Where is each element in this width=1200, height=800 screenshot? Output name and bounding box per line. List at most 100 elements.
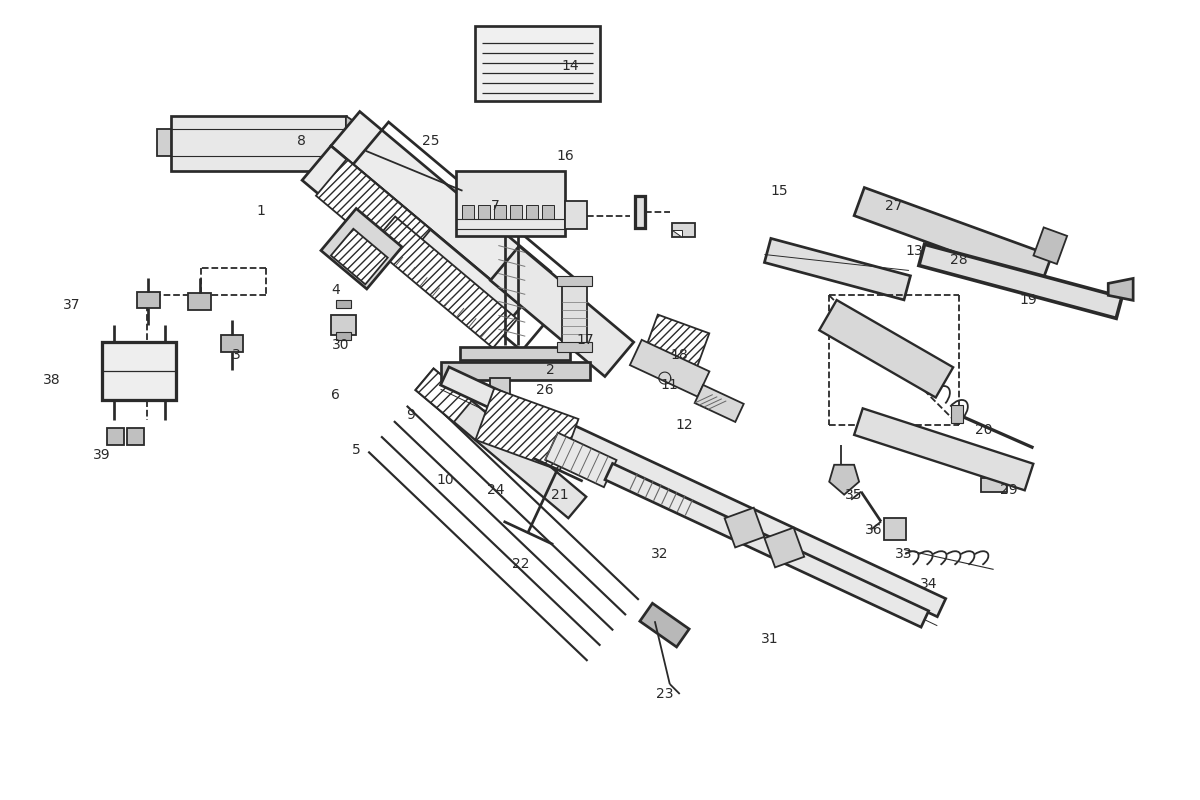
Polygon shape [854, 408, 1033, 490]
Bar [565, 201, 587, 229]
Polygon shape [1109, 278, 1133, 300]
Text: 35: 35 [845, 488, 863, 502]
Text: 9: 9 [407, 408, 415, 422]
Text: 13: 13 [905, 243, 923, 258]
Text: 15: 15 [770, 184, 788, 198]
Polygon shape [980, 478, 1007, 492]
Bar [635, 196, 644, 228]
Polygon shape [820, 300, 953, 398]
Bar [440, 362, 590, 380]
Polygon shape [491, 246, 634, 377]
Text: 38: 38 [43, 373, 61, 387]
Text: 26: 26 [536, 383, 554, 397]
Bar [542, 205, 554, 218]
Text: 10: 10 [437, 473, 455, 486]
Text: 34: 34 [920, 578, 937, 591]
Polygon shape [695, 385, 744, 422]
Polygon shape [672, 222, 695, 237]
Bar [462, 205, 474, 218]
Bar [456, 170, 565, 235]
Polygon shape [371, 217, 517, 348]
Text: 4: 4 [331, 283, 341, 298]
Bar [491, 378, 510, 400]
Polygon shape [630, 340, 709, 397]
Polygon shape [764, 528, 804, 567]
Bar [475, 26, 600, 101]
Polygon shape [137, 292, 160, 308]
Text: 27: 27 [886, 198, 902, 213]
Polygon shape [331, 111, 551, 306]
Bar [479, 205, 491, 218]
Bar [527, 205, 539, 218]
Text: 2: 2 [546, 363, 554, 377]
Bar [950, 405, 962, 423]
Text: 14: 14 [562, 59, 578, 73]
Text: 6: 6 [331, 388, 341, 402]
Text: 20: 20 [974, 423, 992, 437]
Polygon shape [107, 428, 124, 445]
Text: 7: 7 [491, 198, 499, 213]
Polygon shape [919, 244, 1122, 318]
Bar [510, 205, 522, 218]
Bar [557, 342, 592, 352]
Polygon shape [302, 146, 522, 340]
Polygon shape [475, 388, 578, 470]
Polygon shape [415, 369, 587, 518]
Polygon shape [127, 428, 144, 445]
Text: 3: 3 [232, 348, 241, 362]
Polygon shape [415, 369, 472, 422]
Polygon shape [605, 463, 929, 627]
Text: 25: 25 [422, 134, 439, 148]
Polygon shape [316, 159, 431, 266]
Polygon shape [672, 230, 682, 237]
Polygon shape [331, 315, 356, 335]
Polygon shape [640, 603, 689, 647]
Text: 5: 5 [352, 443, 360, 457]
Text: 12: 12 [676, 418, 694, 432]
Text: 22: 22 [511, 558, 529, 571]
Polygon shape [346, 116, 366, 170]
Text: 16: 16 [557, 149, 574, 163]
Polygon shape [188, 294, 211, 310]
Polygon shape [725, 508, 764, 547]
Text: 36: 36 [865, 522, 883, 537]
Polygon shape [655, 354, 700, 389]
Text: 18: 18 [671, 348, 689, 362]
Text: 29: 29 [1000, 482, 1018, 497]
Text: 30: 30 [332, 338, 349, 352]
Text: 11: 11 [661, 378, 679, 392]
Polygon shape [644, 314, 709, 369]
Polygon shape [1033, 227, 1067, 264]
Bar [557, 277, 592, 286]
Polygon shape [221, 335, 244, 352]
Bar [884, 518, 906, 539]
Text: 1: 1 [257, 204, 265, 218]
Text: 28: 28 [950, 254, 967, 267]
Text: 37: 37 [64, 298, 80, 312]
Text: 8: 8 [296, 134, 306, 148]
Bar [336, 300, 350, 308]
Text: 39: 39 [92, 448, 110, 462]
Polygon shape [320, 209, 402, 289]
Polygon shape [331, 229, 388, 284]
Text: 32: 32 [652, 547, 668, 562]
Text: 19: 19 [1020, 294, 1037, 307]
Text: 17: 17 [576, 334, 594, 347]
Text: 31: 31 [761, 632, 779, 646]
Polygon shape [545, 433, 617, 487]
Polygon shape [156, 129, 172, 156]
Polygon shape [172, 116, 346, 170]
Bar [102, 342, 176, 400]
Polygon shape [764, 238, 911, 300]
Text: 33: 33 [895, 547, 913, 562]
Bar [336, 332, 350, 340]
Text: 23: 23 [656, 687, 673, 701]
Bar [562, 286, 587, 345]
Text: 24: 24 [487, 482, 504, 497]
Bar [461, 347, 570, 360]
Polygon shape [854, 187, 1051, 284]
Text: 21: 21 [551, 488, 569, 502]
Polygon shape [829, 465, 859, 494]
Polygon shape [440, 367, 946, 617]
Bar [494, 205, 506, 218]
